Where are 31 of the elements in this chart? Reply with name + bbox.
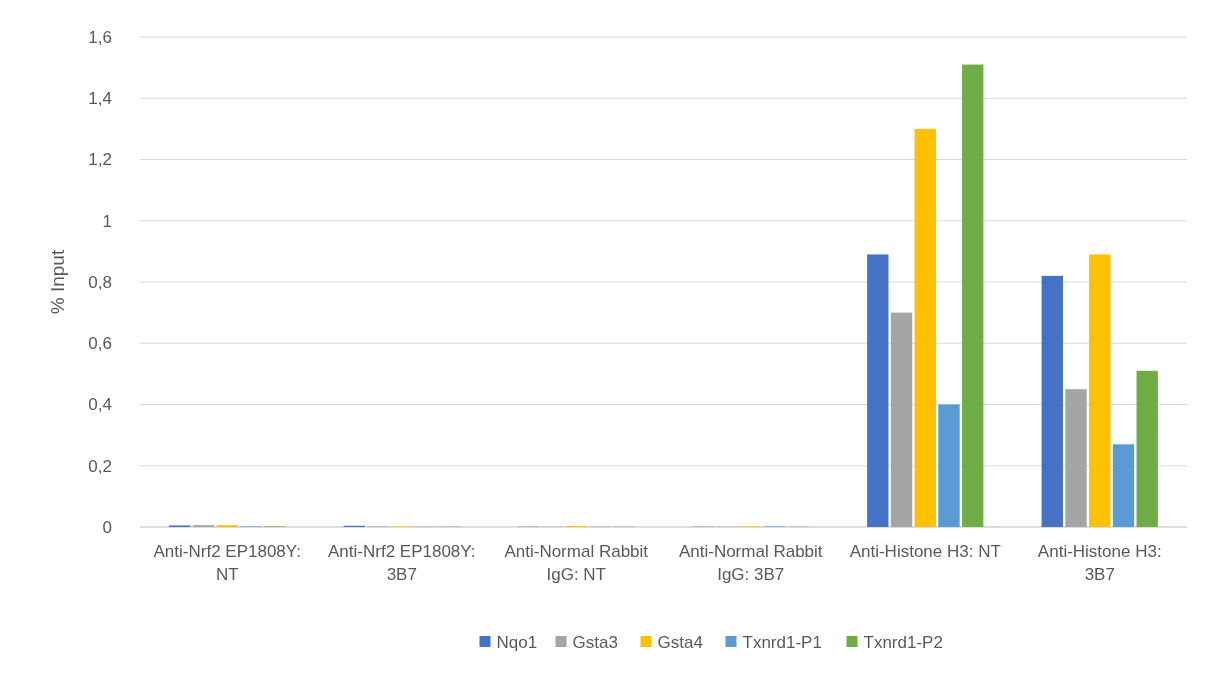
bar <box>938 404 960 527</box>
y-tick-label: 0,2 <box>88 456 112 476</box>
x-tick-label: Anti-Normal Rabbit IgG: NT <box>504 542 649 584</box>
x-tick-label: Anti-Nrf2 EP1808Y: NT <box>153 542 301 584</box>
y-tick-label: 1,4 <box>88 89 112 109</box>
y-axis-title: % Input <box>47 249 68 315</box>
y-tick-label: 0,4 <box>88 395 112 415</box>
y-tick-label: 1 <box>102 211 112 231</box>
bar <box>890 312 913 527</box>
x-tick-label: Anti-Histone H3: NT <box>849 542 1001 561</box>
y-tick-label: 1,6 <box>88 27 112 47</box>
bar <box>1041 275 1063 527</box>
bar <box>1065 389 1087 527</box>
bar <box>1089 254 1111 527</box>
bar <box>1136 370 1158 527</box>
bar <box>962 64 984 527</box>
y-tick-label: 0 <box>102 517 112 537</box>
x-tick-label: Anti-Normal Rabbit IgG: 3B7 <box>678 542 823 584</box>
bar <box>914 128 936 527</box>
legend-label: Gsta3 <box>572 632 618 652</box>
y-tick-label: 0,6 <box>88 334 112 354</box>
legend-label: Txnrd1-P1 <box>742 632 822 652</box>
x-tick-label: Anti-Histone H3: 3B7 <box>1037 542 1162 584</box>
bar <box>1112 444 1135 527</box>
legend-label: Gsta4 <box>657 632 703 652</box>
x-tick-label: Anti-Nrf2 EP1808Y: 3B7 <box>328 542 476 584</box>
y-tick-label: 0,8 <box>88 272 112 292</box>
bar <box>867 254 889 527</box>
legend-label: Txnrd1-P2 <box>863 632 943 652</box>
legend-label: Nqo1 <box>496 632 538 652</box>
y-tick-label: 1,2 <box>88 150 112 170</box>
